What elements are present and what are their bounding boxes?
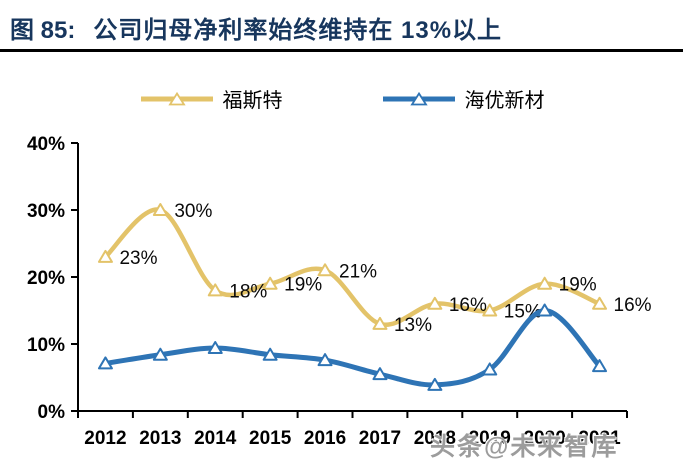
svg-text:2013: 2013 [139,428,181,449]
svg-text:21%: 21% [339,261,377,282]
svg-text:13%: 13% [394,315,432,336]
svg-text:20%: 20% [27,268,65,289]
svg-text:23%: 23% [119,248,157,269]
legend-label-foster: 福斯特 [222,90,283,112]
svg-text:2014: 2014 [194,428,237,449]
legend-item-haiyou: 海优新材 [381,84,545,113]
svg-text:2020: 2020 [524,428,566,449]
svg-text:2017: 2017 [359,428,401,449]
svg-text:16%: 16% [449,295,487,316]
legend-line-icon [140,91,213,105]
svg-text:2019: 2019 [469,428,511,449]
title-divider [0,49,683,52]
svg-text:19%: 19% [284,275,322,296]
figure-title: 公司归母净利率始终维持在 13%以上 [93,17,503,44]
svg-text:16%: 16% [614,295,652,316]
svg-text:2021: 2021 [578,428,621,449]
figure-header: 图 85: 公司归母净利率始终维持在 13%以上 [10,10,502,45]
svg-text:0%: 0% [38,402,66,423]
svg-text:18%: 18% [229,281,267,302]
svg-text:10%: 10% [27,335,65,356]
chart-legend: 福斯特 海优新材 [0,84,683,113]
legend-item-foster: 福斯特 [139,84,283,113]
svg-text:30%: 30% [27,201,65,222]
svg-text:30%: 30% [174,201,212,222]
legend-label-haiyou: 海优新材 [464,90,545,112]
figure-number: 图 85: [10,17,76,44]
svg-text:2012: 2012 [84,428,126,449]
legend-line-icon [382,91,455,105]
svg-text:40%: 40% [27,134,65,155]
svg-text:2016: 2016 [304,428,346,449]
svg-text:2018: 2018 [414,428,456,449]
svg-text:2015: 2015 [249,428,292,449]
watermark: 头条@未来智库 [430,433,619,461]
svg-text:19%: 19% [559,275,597,296]
